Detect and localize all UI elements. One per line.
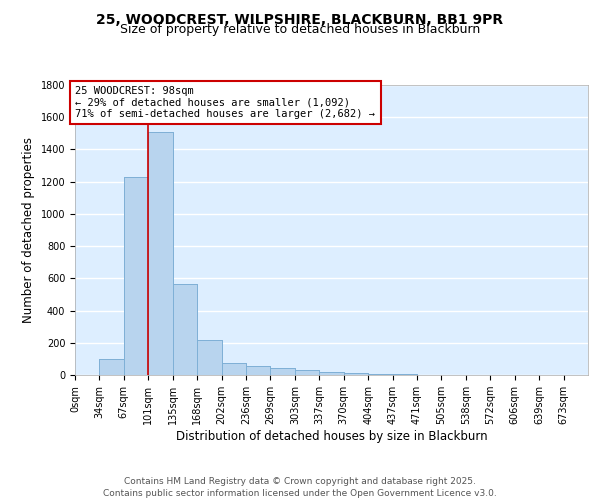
Bar xyxy=(246,366,271,375)
Text: 25, WOODCREST, WILPSHIRE, BLACKBURN, BB1 9PR: 25, WOODCREST, WILPSHIRE, BLACKBURN, BB1… xyxy=(97,12,503,26)
Text: Size of property relative to detached houses in Blackburn: Size of property relative to detached ho… xyxy=(120,22,480,36)
Bar xyxy=(246,366,271,375)
Bar xyxy=(344,374,368,375)
Bar xyxy=(392,374,417,375)
Bar xyxy=(197,340,221,375)
X-axis label: Distribution of detached houses by size in Blackburn: Distribution of detached houses by size … xyxy=(176,430,487,443)
Text: 25 WOODCREST: 98sqm
← 29% of detached houses are smaller (1,092)
71% of semi-det: 25 WOODCREST: 98sqm ← 29% of detached ho… xyxy=(76,86,376,119)
Bar xyxy=(344,374,368,375)
Bar xyxy=(392,374,417,375)
Bar xyxy=(148,132,173,375)
Bar xyxy=(148,132,173,375)
Bar xyxy=(319,372,344,375)
Bar xyxy=(173,284,197,375)
Y-axis label: Number of detached properties: Number of detached properties xyxy=(22,137,35,323)
Text: Contains HM Land Registry data © Crown copyright and database right 2025.
Contai: Contains HM Land Registry data © Crown c… xyxy=(103,476,497,498)
Bar xyxy=(124,177,148,375)
Bar xyxy=(100,359,124,375)
Bar xyxy=(295,370,319,375)
Bar xyxy=(100,359,124,375)
Bar xyxy=(271,368,295,375)
Bar xyxy=(319,372,344,375)
Bar xyxy=(221,363,246,375)
Bar xyxy=(368,374,392,375)
Bar xyxy=(124,177,148,375)
Bar xyxy=(221,363,246,375)
Bar xyxy=(368,374,392,375)
Bar xyxy=(271,368,295,375)
Bar xyxy=(197,340,221,375)
Bar xyxy=(295,370,319,375)
Bar xyxy=(173,284,197,375)
